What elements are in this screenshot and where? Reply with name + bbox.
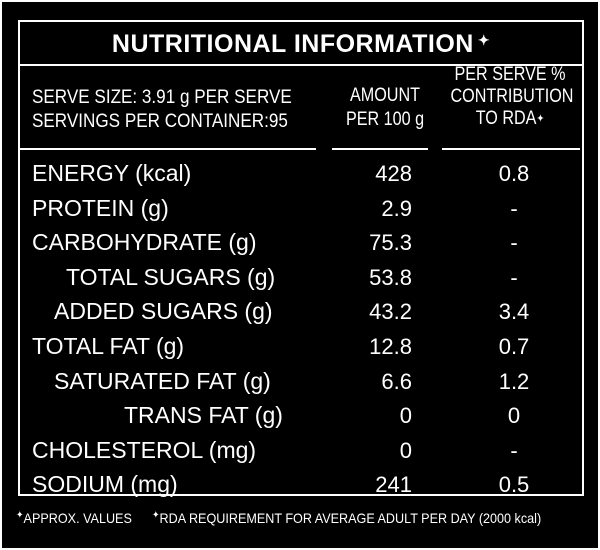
nutrient-amount: 2.9 [381,196,412,221]
nutrient-rda-percent: - [510,230,518,255]
title-divider [20,64,582,66]
nutrient-name: CHOLESTEROL (mg) [32,437,257,463]
table-title: NUTRITIONAL INFORMATION ✦ [111,30,491,58]
rda-mark-icon: ✦ [152,510,160,521]
nutrient-amount: 0 [399,438,412,463]
nutrient-amount: 6.6 [381,369,412,394]
servings-per-container: SERVINGS PER CONTAINER:95 [32,111,288,132]
nutrient-name: TOTAL FAT (g) [32,333,185,359]
nutrient-name: CARBOHYDRATE (g) [32,229,257,255]
rda-mark-icon: ✦ [536,113,545,125]
nutrient-amount: 43.2 [369,299,412,324]
header-underline-center [332,148,428,150]
nutrient-amount: 53.8 [369,265,412,290]
approx-mark-icon: ✦ [477,32,491,48]
amount-header-line-1: AMOUNT [350,85,420,106]
nutrient-amount: 0 [399,403,412,428]
nutrient-rda-percent: 0 [507,403,521,428]
approx-mark-icon: ✦ [16,510,24,521]
nutrient-name: ADDED SUGARS (g) [54,298,273,324]
nutrient-name: TOTAL SUGARS (g) [66,264,276,290]
amount-column-header: AMOUNT PER 100 g [338,84,432,132]
nutrient-rda-percent: 1.2 [498,369,530,394]
nutrient-rda-percent: 0.8 [498,161,530,186]
nutrient-name: ENERGY (kcal) [32,160,192,186]
rda-header-line-1: PER SERVE % [454,64,566,85]
nutrient-rda-percent: - [510,265,518,290]
nutrient-amount: 428 [375,161,412,186]
nutrition-table-frame: NUTRITIONAL INFORMATION ✦ SERVE SIZE: 3.9… [18,20,584,497]
nutrient-name: SODIUM (mg) [32,471,178,497]
nutrient-rda-percent: 0.7 [498,334,530,359]
nutrient-amount: 75.3 [369,230,412,255]
nutrient-rda-percent: - [510,196,518,221]
footnote-rda: ✦RDA REQUIREMENT FOR AVERAGE ADULT PER D… [152,510,542,526]
footnote-approx: ✦APPROX. VALUES [16,510,132,526]
nutrient-rda-percent: - [510,438,518,463]
nutrient-amount: 241 [375,472,412,497]
serving-info: SERVE SIZE: 3.91 g PER SERVE SERVINGS PE… [32,86,292,134]
rda-column-header: PER SERVE % CONTRIBUTION TO RDA✦ [450,64,574,130]
rda-header-line-2: CONTRIBUTION [450,86,574,107]
rda-header-line-3: TO RDA✦ [475,108,545,129]
header-underline-left [20,148,316,150]
nutrient-rda-percent: 3.4 [498,299,530,324]
serve-size: SERVE SIZE: 3.91 g PER SERVE [32,87,292,108]
nutrient-rda-percent: 0.5 [498,472,530,497]
nutrient-name: SATURATED FAT (g) [54,368,271,394]
nutrient-amount: 12.8 [369,334,412,359]
header-underline-right [442,148,580,150]
nutrient-name: PROTEIN (g) [32,195,169,221]
nutrient-name: TRANS FAT (g) [124,402,283,428]
amount-header-line-2: PER 100 g [345,109,425,130]
